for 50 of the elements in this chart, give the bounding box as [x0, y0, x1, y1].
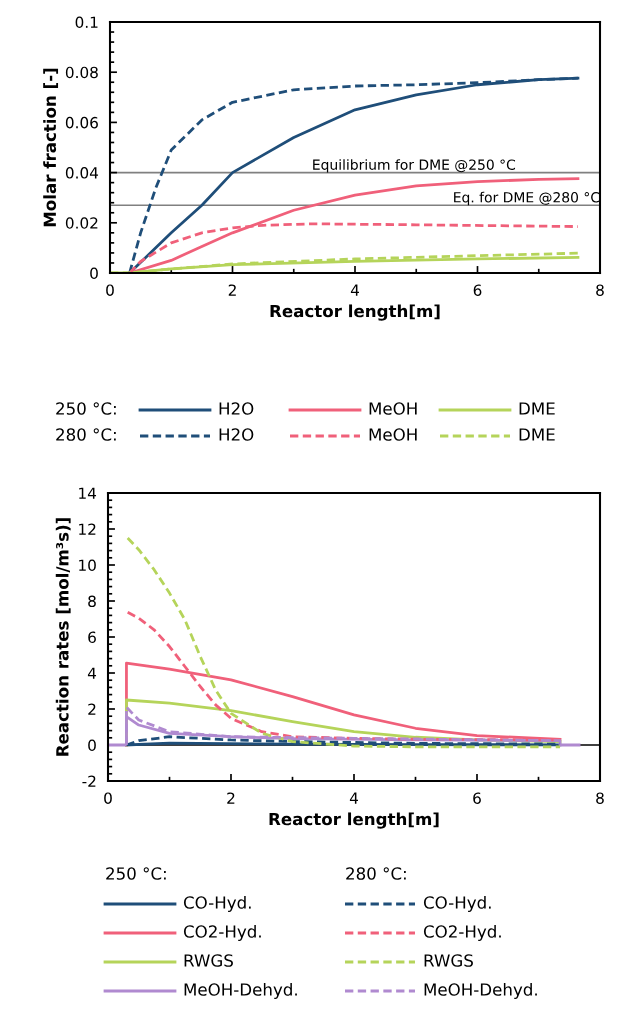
- legend-label: DME: [519, 428, 555, 441]
- y-tick-label: 4: [87, 667, 97, 679]
- legend-label: CO2-Hyd.: [423, 924, 501, 942]
- legend-label: CO-Hyd.: [423, 895, 491, 913]
- legend-label: RWGS: [424, 954, 473, 967]
- legend-label: DME: [519, 402, 555, 415]
- x-tick-label: 2: [227, 792, 235, 804]
- y-axis-title: Reaction rates [mol/m³s)]: [55, 518, 71, 756]
- legend-label: MeOH: [369, 402, 417, 415]
- y-axis-title: Molar fraction [-]: [43, 68, 59, 227]
- x-tick-label: 6: [473, 284, 482, 296]
- x-tick-label: 2: [228, 284, 236, 296]
- legend-label: H2O: [219, 402, 254, 415]
- x-tick-label: 0: [106, 284, 114, 296]
- x-tick-label: 6: [473, 792, 481, 804]
- text: 250 °C:: [106, 867, 166, 880]
- y-tick-label: 0.08: [65, 66, 98, 79]
- legend-label: CO2-Hyd.: [183, 924, 261, 942]
- text: 280 °C:: [346, 867, 406, 880]
- legend-label: RWGS: [184, 954, 233, 967]
- x-tick-label: 0: [104, 792, 112, 804]
- legend-label: H2O: [219, 428, 254, 441]
- x-tick-label: 8: [596, 792, 604, 804]
- y-tick-label: 0.02: [65, 217, 98, 229]
- y-tick-label: 0.06: [65, 116, 98, 129]
- y-tick-label: 0.1: [75, 16, 98, 29]
- line-series: [126, 536, 562, 749]
- legend-label: CO-Hyd.: [183, 895, 251, 913]
- y-tick-label: 10: [79, 559, 96, 572]
- legend-label: MeOH-Dehyd.: [184, 982, 297, 1000]
- y-tick-label: 6: [88, 631, 96, 644]
- legend-label: MeOH: [369, 428, 417, 441]
- y-tick-label: 14: [79, 487, 97, 499]
- ref-line-label: Eq. for DME @280 °C: [454, 191, 600, 206]
- y-tick-label: 0.04: [65, 167, 99, 179]
- x-tick-label: 4: [350, 284, 359, 296]
- x-axis-title: Reactor length[m]: [270, 304, 440, 321]
- text: 250 °C:: [56, 402, 116, 415]
- y-tick-label: 8: [88, 595, 96, 608]
- y-tick-label: 2: [88, 703, 96, 715]
- y-tick-label: -2: [82, 775, 96, 787]
- x-axis-title: Reactor length[m]: [269, 812, 439, 829]
- legend-label: MeOH-Dehyd.: [424, 982, 537, 1000]
- y-tick-label: 0: [88, 739, 96, 752]
- y-tick-label: 0: [90, 267, 98, 280]
- x-tick-label: 4: [349, 792, 358, 804]
- ref-line-label: Equilibrium for DME @250 °C: [313, 159, 516, 173]
- x-tick-label: 8: [596, 284, 604, 296]
- text: 280 °C:: [56, 428, 116, 441]
- y-tick-label: 12: [79, 523, 96, 535]
